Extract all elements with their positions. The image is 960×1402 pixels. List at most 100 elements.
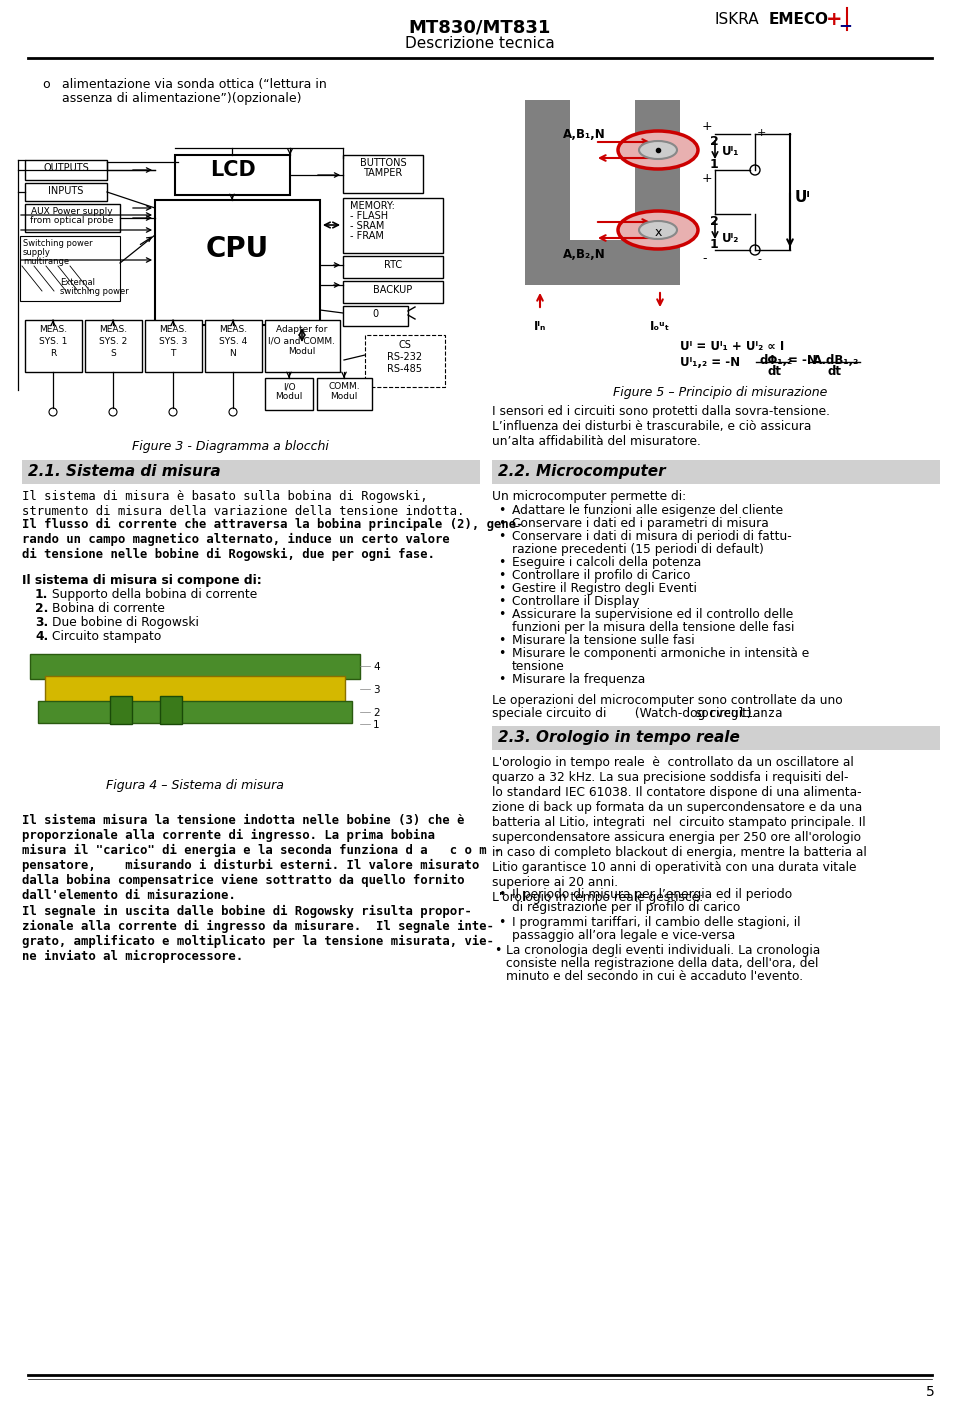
Text: Uᴵ₁: Uᴵ₁: [722, 144, 739, 158]
Ellipse shape: [618, 130, 698, 170]
Text: 5: 5: [926, 1385, 935, 1399]
Text: speciale circuito di: speciale circuito di: [492, 707, 611, 721]
Bar: [570, 285, 635, 306]
Text: (Watch-dog circuit).: (Watch-dog circuit).: [631, 707, 756, 721]
Bar: [30, 653, 360, 679]
Text: switching power: switching power: [60, 287, 129, 296]
Text: MEMORY:: MEMORY:: [350, 200, 395, 210]
Text: A.dB₁,₂: A.dB₁,₂: [813, 353, 859, 367]
Text: Bobina di corrente: Bobina di corrente: [52, 601, 165, 615]
Text: - FLASH: - FLASH: [350, 210, 388, 222]
Circle shape: [750, 165, 760, 175]
Text: EMECO: EMECO: [769, 13, 829, 27]
Text: S: S: [110, 349, 116, 358]
Text: 1: 1: [710, 238, 719, 251]
Bar: [492, 726, 940, 750]
Text: RS-232: RS-232: [388, 352, 422, 362]
Text: A,B₂,N: A,B₂,N: [563, 248, 606, 261]
Text: razione precedenti (15 periodi di default): razione precedenti (15 periodi di defaul…: [512, 543, 764, 557]
Bar: [145, 320, 202, 372]
Text: •: •: [498, 608, 505, 621]
Text: RS-485: RS-485: [388, 365, 422, 374]
Text: TAMPER: TAMPER: [364, 168, 402, 178]
Text: Le operazioni del microcomputer sono controllate da uno: Le operazioni del microcomputer sono con…: [492, 694, 843, 707]
Text: 1: 1: [373, 721, 379, 730]
Text: La cronologia degli eventi individuali. La cronologia: La cronologia degli eventi individuali. …: [506, 944, 820, 958]
Text: Il flusso di corrente che attraversa la bobina principale (2), gene-
rando un ca: Il flusso di corrente che attraversa la …: [22, 517, 523, 561]
Bar: [25, 160, 107, 179]
Bar: [343, 306, 408, 327]
Text: Misurare la frequenza: Misurare la frequenza: [512, 673, 645, 686]
Text: 0: 0: [372, 308, 378, 320]
Bar: [525, 240, 680, 285]
Text: •: •: [498, 594, 505, 608]
Text: Il periodo di misura per l’energia ed il periodo: Il periodo di misura per l’energia ed il…: [512, 887, 792, 901]
Text: Descrizione tecnica: Descrizione tecnica: [405, 36, 555, 50]
Text: BACKUP: BACKUP: [373, 285, 413, 294]
Text: •: •: [494, 944, 501, 958]
Text: Il sistema misura la tensione indotta nelle bobine (3) che è
proporzionale alla : Il sistema misura la tensione indotta ne…: [22, 815, 501, 963]
Text: Misurare le componenti armoniche in intensità e: Misurare le componenti armoniche in inte…: [512, 646, 809, 660]
Text: •: •: [498, 673, 505, 686]
Bar: [20, 236, 120, 301]
Text: MEAS.: MEAS.: [39, 325, 67, 334]
Text: •: •: [498, 582, 505, 594]
Text: Controllare il profilo di Carico: Controllare il profilo di Carico: [512, 569, 690, 582]
Text: Eseguire i calcoli della potenza: Eseguire i calcoli della potenza: [512, 557, 701, 569]
Text: Uᴵ₁,₂ = -N: Uᴵ₁,₂ = -N: [680, 356, 740, 369]
Text: Conservare i dati di misura di periodi di fattu-: Conservare i dati di misura di periodi d…: [512, 530, 792, 543]
Text: BUTTONS: BUTTONS: [360, 158, 406, 168]
Bar: [45, 676, 345, 704]
Text: •: •: [498, 916, 505, 930]
Text: o: o: [42, 79, 50, 91]
Text: Gestire il Registro degli Eventi: Gestire il Registro degli Eventi: [512, 582, 697, 594]
Text: SYS. 3: SYS. 3: [158, 336, 187, 346]
Bar: [25, 320, 82, 372]
Text: Uᴵ: Uᴵ: [795, 191, 811, 205]
Text: +: +: [757, 128, 766, 137]
Text: +: +: [702, 172, 712, 185]
Text: 2.3. Orologio in tempo reale: 2.3. Orologio in tempo reale: [498, 730, 740, 744]
Text: INPUTS: INPUTS: [48, 186, 84, 196]
Text: di registrazione per il profilo di carico: di registrazione per il profilo di caric…: [512, 901, 740, 914]
Bar: [265, 379, 313, 409]
Text: dt: dt: [828, 365, 842, 379]
Text: T: T: [170, 349, 176, 358]
Text: tensione: tensione: [512, 660, 564, 673]
Text: RTC: RTC: [384, 259, 402, 271]
Circle shape: [109, 408, 117, 416]
Text: I/O and COMM.: I/O and COMM.: [269, 336, 335, 345]
Circle shape: [49, 408, 57, 416]
Text: passaggio all’ora legale e vice-versa: passaggio all’ora legale e vice-versa: [512, 930, 735, 942]
Text: Modul: Modul: [330, 393, 358, 401]
Text: +: +: [702, 121, 712, 133]
Text: = -N: = -N: [788, 353, 817, 367]
Text: COMM.: COMM.: [328, 381, 360, 391]
Text: L'orologio in tempo reale  è  controllato da un oscillatore al
quarzo a 32 kHz. : L'orologio in tempo reale è controllato …: [492, 756, 867, 904]
Text: 2.: 2.: [35, 601, 48, 615]
Text: Modul: Modul: [288, 348, 316, 356]
Text: Il sistema di misura è basato sulla bobina di Rogowski,
strumento di misura dell: Il sistema di misura è basato sulla bobi…: [22, 491, 465, 517]
Text: Iᴵₙ: Iᴵₙ: [534, 320, 546, 334]
Text: CS: CS: [398, 341, 412, 350]
Text: Circuito stampato: Circuito stampato: [52, 629, 161, 644]
Text: MEAS.: MEAS.: [159, 325, 187, 334]
Text: 2.1. Sistema di misura: 2.1. Sistema di misura: [28, 464, 221, 479]
Text: OUTPUTS: OUTPUTS: [43, 163, 89, 172]
Text: Supporto della bobina di corrente: Supporto della bobina di corrente: [52, 587, 257, 601]
Ellipse shape: [639, 222, 677, 238]
Text: dt: dt: [768, 365, 782, 379]
Bar: [635, 100, 680, 285]
Text: MEAS.: MEAS.: [99, 325, 127, 334]
Bar: [155, 200, 320, 325]
Text: Figure 5 – Principio di misurazione: Figure 5 – Principio di misurazione: [612, 386, 828, 400]
Text: MEAS.: MEAS.: [219, 325, 247, 334]
Text: R: R: [50, 349, 56, 358]
Text: •: •: [498, 569, 505, 582]
Text: 4: 4: [373, 662, 379, 672]
Bar: [25, 205, 120, 231]
Circle shape: [169, 408, 177, 416]
Text: Controllare il Display: Controllare il Display: [512, 594, 639, 608]
Text: SYS. 2: SYS. 2: [99, 336, 127, 346]
Text: 2: 2: [710, 215, 719, 229]
